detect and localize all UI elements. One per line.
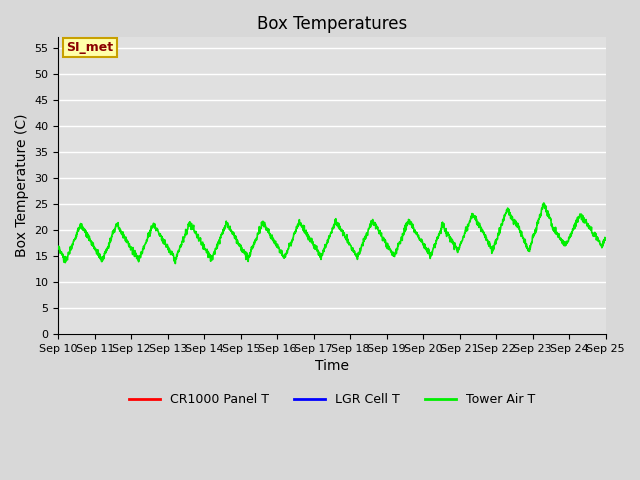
Y-axis label: Box Temperature (C): Box Temperature (C) <box>15 114 29 257</box>
Legend: CR1000 Panel T, LGR Cell T, Tower Air T: CR1000 Panel T, LGR Cell T, Tower Air T <box>124 388 540 411</box>
Text: SI_met: SI_met <box>67 41 114 54</box>
Title: Box Temperatures: Box Temperatures <box>257 15 407 33</box>
X-axis label: Time: Time <box>315 360 349 373</box>
